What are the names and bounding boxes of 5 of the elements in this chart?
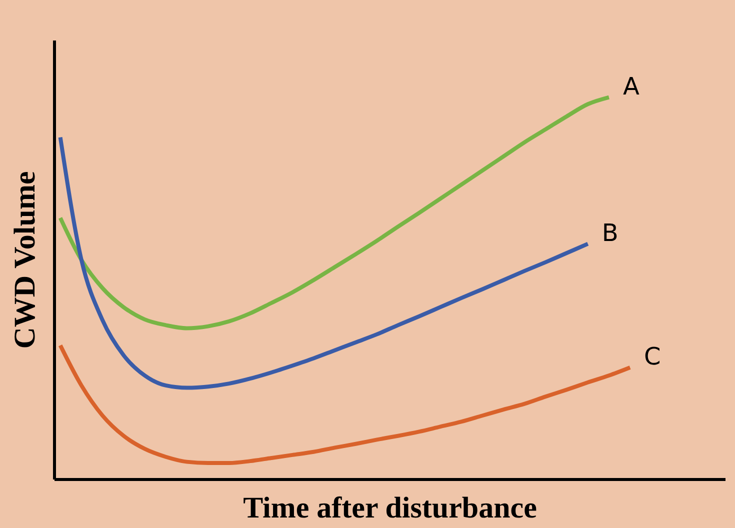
- series-label: B: [602, 218, 618, 247]
- series-label: A: [622, 72, 640, 100]
- x-axis-title: Time after disturbance: [243, 492, 537, 524]
- series-label: C: [644, 342, 661, 371]
- y-axis-title: CWD Volume: [8, 171, 42, 349]
